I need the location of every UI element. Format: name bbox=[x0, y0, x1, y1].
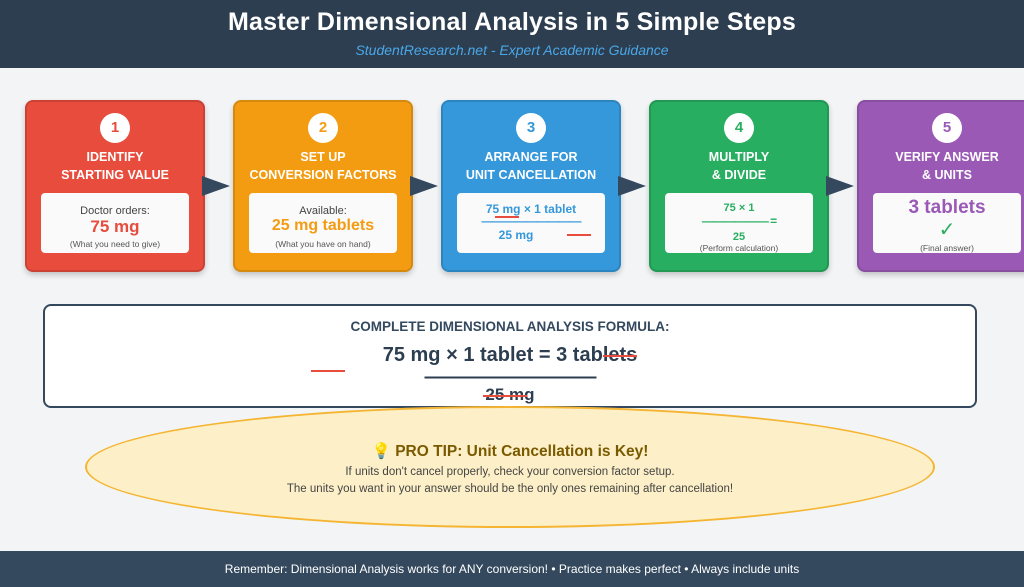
example-label: Doctor orders: bbox=[80, 205, 150, 217]
step-heading: VERIFY ANSWER & UNITS bbox=[859, 148, 1024, 184]
arrow-right-icon bbox=[826, 176, 854, 196]
example-note: (Perform calculation) bbox=[699, 243, 779, 253]
formula-title: COMPLETE DIMENSIONAL ANALYSIS FORMULA: bbox=[350, 319, 670, 334]
step-4-card: 4 MULTIPLY & DIVIDE 75 × 1 —————— = 25 (… bbox=[649, 100, 829, 272]
page-subtitle: StudentResearch.net - Expert Academic Gu… bbox=[355, 42, 669, 58]
pro-tip-title-text: PRO TIP: Unit Cancellation is Key! bbox=[395, 443, 649, 460]
step-heading: IDENTIFY STARTING VALUE bbox=[27, 148, 203, 184]
step-heading: MULTIPLY & DIVIDE bbox=[651, 148, 827, 184]
formula-numerator: 75 mg × 1 tablet = 3 tablets bbox=[45, 344, 975, 367]
formula-cancelled-unit: lets bbox=[602, 344, 638, 366]
step-heading-line: STARTING VALUE bbox=[61, 168, 169, 182]
example-note: (Final answer) bbox=[920, 243, 974, 253]
footer-text: Remember: Dimensional Analysis works for… bbox=[224, 562, 800, 576]
example-value: 3 tablets bbox=[908, 197, 986, 218]
fraction-numerator: 75 × 1 bbox=[723, 202, 755, 214]
pro-tip-ellipse: 💡 PRO TIP: Unit Cancellation is Key! If … bbox=[85, 406, 935, 528]
header-banner: Master Dimensional Analysis in 5 Simple … bbox=[0, 0, 1024, 68]
pro-tip-title: 💡 PRO TIP: Unit Cancellation is Key! bbox=[87, 442, 933, 461]
example-value: 25 mg tablets bbox=[271, 217, 375, 234]
step-number-badge: 1 bbox=[100, 113, 130, 143]
step-heading-line: IDENTIFY bbox=[86, 150, 144, 164]
step-heading-line: VERIFY ANSWER bbox=[895, 150, 999, 164]
footer-banner: Remember: Dimensional Analysis works for… bbox=[0, 551, 1024, 587]
arrow-right-icon bbox=[202, 176, 230, 196]
formula-denominator: 25 mg bbox=[45, 385, 975, 405]
formula-numerator-text: 75 mg × 1 tablet = 3 tab bbox=[382, 344, 603, 366]
fraction-denominator: 25 mg bbox=[498, 228, 534, 242]
page-title: Master Dimensional Analysis in 5 Simple … bbox=[228, 8, 796, 36]
fraction-numerator: 75 mg × 1 tablet bbox=[485, 202, 577, 216]
cancel-mark bbox=[495, 216, 519, 218]
cancel-mark bbox=[311, 370, 345, 372]
lightbulb-icon: 💡 bbox=[371, 443, 391, 460]
arrow-right-icon bbox=[410, 176, 438, 196]
formula-fraction-bar: ————————— bbox=[424, 366, 597, 388]
step-heading-line: MULTIPLY bbox=[708, 150, 770, 164]
step-heading-line: & UNITS bbox=[922, 168, 972, 182]
formula-cancelled-unit: 25 mg bbox=[483, 385, 535, 404]
strike-line bbox=[483, 394, 527, 397]
step-heading-line: UNIT CANCELLATION bbox=[465, 168, 597, 182]
step-heading-line: ARRANGE FOR bbox=[484, 150, 578, 164]
example-note: (What you have on hand) bbox=[275, 239, 371, 249]
step-example-box: Doctor orders: 75 mg (What you need to g… bbox=[41, 193, 189, 253]
step-heading-line: & DIVIDE bbox=[711, 168, 767, 182]
fraction-bar: ————————— bbox=[481, 214, 582, 228]
step-heading-line: CONVERSION FACTORS bbox=[249, 168, 397, 182]
checkmark-icon: ✓ bbox=[938, 219, 956, 241]
fraction-denominator: 25 bbox=[732, 231, 746, 243]
fraction-bar: —————— = bbox=[701, 214, 777, 228]
cancel-mark bbox=[567, 234, 591, 236]
arrow-right-icon bbox=[618, 176, 646, 196]
example-label: Available: bbox=[299, 205, 347, 217]
step-number-badge: 3 bbox=[516, 113, 546, 143]
step-number-badge: 2 bbox=[308, 113, 338, 143]
step-heading: ARRANGE FOR UNIT CANCELLATION bbox=[443, 148, 619, 184]
example-value: 75 mg bbox=[90, 217, 140, 236]
step-heading-line: SET UP bbox=[300, 150, 346, 164]
step-1-card: 1 IDENTIFY STARTING VALUE Doctor orders:… bbox=[25, 100, 205, 272]
step-heading: SET UP CONVERSION FACTORS bbox=[235, 148, 411, 184]
step-example-box: Available: 25 mg tablets (What you have … bbox=[249, 193, 397, 253]
example-note: (What you need to give) bbox=[69, 239, 161, 249]
formula-box: COMPLETE DIMENSIONAL ANALYSIS FORMULA: 7… bbox=[43, 304, 977, 408]
step-number-badge: 5 bbox=[932, 113, 962, 143]
step-example-box: 75 × 1 —————— = 25 (Perform calculation) bbox=[665, 193, 813, 253]
pro-tip-line: The units you want in your answer should… bbox=[286, 483, 734, 495]
step-example-box: 75 mg × 1 tablet ————————— 25 mg bbox=[457, 193, 605, 253]
step-number-badge: 4 bbox=[724, 113, 754, 143]
step-2-card: 2 SET UP CONVERSION FACTORS Available: 2… bbox=[233, 100, 413, 272]
step-5-card: 5 VERIFY ANSWER & UNITS 3 tablets ✓ (Fin… bbox=[857, 100, 1024, 272]
strike-line bbox=[602, 355, 638, 357]
pro-tip-line: If units don't cancel properly, check yo… bbox=[345, 466, 675, 478]
step-example-box: 3 tablets ✓ (Final answer) bbox=[873, 193, 1021, 253]
step-3-card: 3 ARRANGE FOR UNIT CANCELLATION 75 mg × … bbox=[441, 100, 621, 272]
